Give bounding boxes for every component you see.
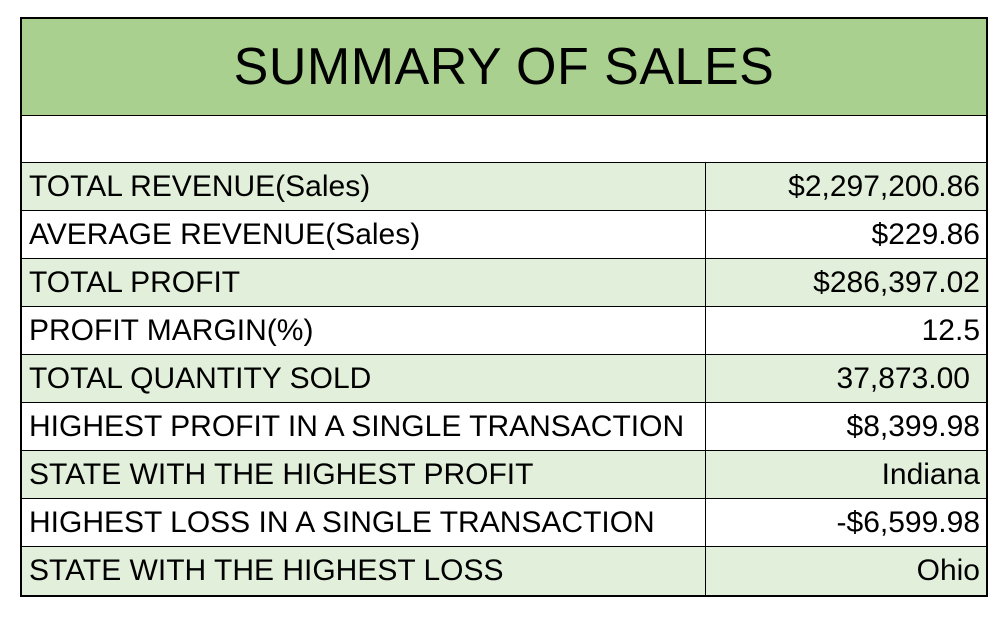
- empty-row[interactable]: [22, 116, 986, 163]
- row-label-cell[interactable]: TOTAL REVENUE(Sales): [22, 163, 706, 210]
- row-label-cell[interactable]: TOTAL QUANTITY SOLD: [22, 355, 706, 402]
- table-row: TOTAL QUANTITY SOLD 37,873.00: [22, 355, 986, 403]
- row-label-cell[interactable]: TOTAL PROFIT: [22, 259, 706, 306]
- row-label-cell[interactable]: PROFIT MARGIN(%): [22, 307, 706, 354]
- row-value-cell[interactable]: -$6,599.98: [836, 505, 980, 539]
- row-label-cell[interactable]: STATE WITH THE HIGHEST LOSS: [22, 547, 706, 595]
- row-value-cell[interactable]: Indiana: [881, 457, 980, 491]
- row-value-cell[interactable]: 12.5: [921, 313, 980, 347]
- table-row: PROFIT MARGIN(%) 12.5: [22, 307, 986, 355]
- row-value-cell[interactable]: Ohio: [916, 554, 980, 587]
- row-label-cell[interactable]: AVERAGE REVENUE(Sales): [22, 211, 706, 258]
- title-cell[interactable]: SUMMARY OF SALES: [22, 19, 986, 116]
- table-row: STATE WITH THE HIGHEST LOSS Ohio: [22, 547, 986, 595]
- row-value-cell[interactable]: $2,297,200.86: [788, 169, 980, 203]
- summary-table: SUMMARY OF SALES TOTAL REVENUE(Sales) $2…: [20, 17, 988, 597]
- row-label-cell[interactable]: HIGHEST PROFIT IN A SINGLE TRANSACTION: [22, 403, 706, 450]
- table-row: HIGHEST LOSS IN A SINGLE TRANSACTION -$6…: [22, 499, 986, 547]
- table-title: SUMMARY OF SALES: [233, 38, 775, 96]
- row-value-cell[interactable]: $286,397.02: [813, 265, 980, 299]
- row-label-cell[interactable]: HIGHEST LOSS IN A SINGLE TRANSACTION: [22, 499, 706, 546]
- row-value-cell[interactable]: $229.86: [871, 217, 980, 251]
- row-value-cell[interactable]: 37,873.00: [836, 361, 970, 395]
- row-value-cell[interactable]: $8,399.98: [846, 409, 980, 443]
- table-row: TOTAL REVENUE(Sales) $2,297,200.86: [22, 163, 986, 211]
- table-row: AVERAGE REVENUE(Sales) $229.86: [22, 211, 986, 259]
- table-row: TOTAL PROFIT $286,397.02: [22, 259, 986, 307]
- table-row: HIGHEST PROFIT IN A SINGLE TRANSACTION $…: [22, 403, 986, 451]
- table-row: STATE WITH THE HIGHEST PROFIT Indiana: [22, 451, 986, 499]
- row-label-cell[interactable]: STATE WITH THE HIGHEST PROFIT: [22, 451, 706, 498]
